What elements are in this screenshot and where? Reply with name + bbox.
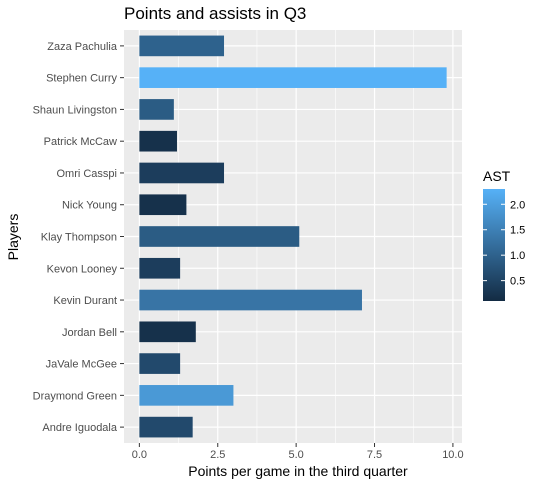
y-tick-label: Jordan Bell (62, 327, 117, 339)
legend-colorbar (483, 189, 505, 301)
y-axis-title: Players (5, 213, 21, 261)
y-tick-label: Nick Young (62, 200, 117, 212)
chart-title: Points and assists in Q3 (124, 4, 307, 23)
x-tick-label: 0.0 (132, 449, 147, 461)
y-tick-label: Zaza Pachulia (47, 41, 118, 53)
bar-andre-iguodala (139, 416, 193, 438)
y-tick-label: Draymond Green (33, 390, 117, 402)
bar-draymond-green (139, 385, 234, 406)
bar-stephen-curry (139, 67, 447, 88)
legend-tick-label: 0.5 (510, 276, 525, 288)
x-tick-label: 10.0 (442, 449, 463, 461)
y-tick-label: Stephen Curry (46, 73, 117, 85)
legend-tick-label: 1.0 (510, 250, 525, 262)
y-tick-label: Kevon Looney (47, 263, 118, 275)
bar-kevon-looney (139, 257, 181, 279)
bar-shaun-livingston (139, 99, 174, 120)
bar-jordan-bell (139, 321, 196, 343)
x-tick-label: 7.5 (367, 449, 382, 461)
bar-zaza-pachulia (139, 35, 225, 57)
y-tick-label: Kevin Durant (53, 295, 117, 307)
bar-javale-mcgee (139, 353, 181, 374)
legend-tick-label: 2.0 (510, 199, 525, 211)
y-tick-label: Omri Casspi (56, 168, 117, 180)
y-tick-label: Andre Iguodala (42, 422, 117, 434)
y-tick-label: JaVale McGee (46, 359, 117, 371)
bar-kevin-durant (139, 289, 362, 311)
y-tick-label: Klay Thompson (41, 232, 117, 244)
x-axis-title: Points per game in the third quarter (188, 463, 408, 479)
legend-tick-label: 1.5 (510, 225, 525, 237)
x-tick-label: 2.5 (210, 449, 225, 461)
x-tick-label: 5.0 (288, 449, 303, 461)
legend-title: AST (483, 168, 511, 184)
bar-klay-thompson (139, 226, 300, 247)
bar-patrick-mccaw (139, 130, 177, 152)
y-tick-label: Patrick McCaw (44, 136, 117, 148)
bar-omri-casspi (139, 162, 225, 184)
y-tick-label: Shaun Livingston (33, 104, 117, 116)
bar-nick-young (139, 194, 187, 216)
